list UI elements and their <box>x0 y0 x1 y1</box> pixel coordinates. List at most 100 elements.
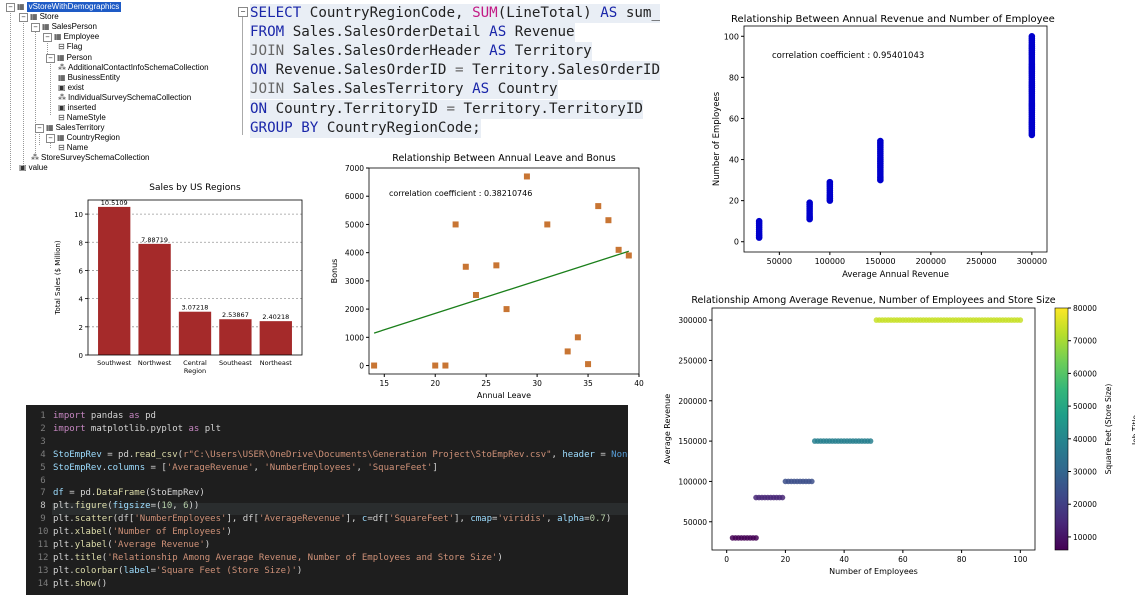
code-token: ( <box>107 501 113 512</box>
code-token: 'viridis' <box>497 514 547 525</box>
code-token: cmap <box>470 514 493 525</box>
table-node-icon: ▦ <box>42 22 50 31</box>
tree-node[interactable]: − ▦ Store <box>19 12 59 22</box>
bar <box>138 243 171 355</box>
x-tick-label: 100000 <box>815 257 846 266</box>
data-point <box>1017 317 1024 323</box>
tree-connector <box>10 10 11 170</box>
revenue-employees-size-scatter-chart: Relationship Among Average Revenue, Numb… <box>663 295 1135 576</box>
code-token: r"C:\Users\USER\OneDrive\Documents\Gener… <box>183 449 552 460</box>
expand-toggle-icon[interactable]: − <box>31 22 40 32</box>
code-token: xlabel <box>74 527 108 538</box>
x-tick-label: 300000 <box>1017 257 1048 266</box>
code-token: 'Relationship Among Average Revenue, Num… <box>107 552 498 563</box>
code-token: , <box>172 501 184 512</box>
sql-token: sum_rev <box>625 5 660 21</box>
line-number: 7 <box>40 488 46 499</box>
sql-line: GROUP BY CountryRegionCode; <box>250 118 481 138</box>
correlation-annotation: correlation coefficient : 0.95401043 <box>772 51 924 61</box>
colorbar-tick-label: 40000 <box>1073 435 1097 444</box>
tree-node[interactable]: ▣ exist <box>58 83 84 93</box>
tree-node[interactable]: − ▦ CountryRegion <box>46 133 120 143</box>
code-line: import matplotlib.pyplot as plt <box>53 424 221 434</box>
sql-line: JOIN Sales.SalesOrderHeader AS Territory <box>250 42 592 62</box>
code-token: ], <box>454 514 471 525</box>
table-node-icon: ▦ <box>46 123 54 132</box>
collapse-toggle[interactable]: − <box>238 7 248 17</box>
tree-node-label: Store <box>39 12 59 21</box>
x-tick-label: 60 <box>898 555 908 564</box>
chart-title: Sales by US Regions <box>149 183 241 193</box>
sql-token: GROUP BY <box>250 119 319 136</box>
tree-node[interactable]: − ▦ vStoreWithDemographics <box>6 2 122 12</box>
python-code-editor[interactable]: 1 import pandas as pd 2 import matplotlib.p… <box>26 405 628 595</box>
sql-token: Territory.SalesOrderID <box>463 62 660 79</box>
tree-node-label: exist <box>67 83 85 92</box>
line-number: 5 <box>40 462 46 473</box>
code-line: plt.show() <box>53 579 107 589</box>
line-number: 10 <box>37 527 49 538</box>
code-token: import <box>53 411 86 421</box>
code-token: = pd. <box>101 449 135 460</box>
expand-toggle-icon[interactable]: − <box>6 2 15 12</box>
expand-toggle-icon[interactable]: − <box>19 12 28 22</box>
code-token: ( <box>101 552 108 563</box>
code-token: )) <box>188 501 200 512</box>
schema-node-icon: ⁂ <box>58 63 66 72</box>
tree-node-label: CountryRegion <box>66 133 120 142</box>
code-token: matplotlib.pyplot <box>85 423 189 434</box>
expand-toggle-icon[interactable]: − <box>35 123 44 133</box>
y-tick-label: 0 <box>79 352 83 360</box>
expand-toggle-icon[interactable]: − <box>46 133 55 143</box>
tree-node[interactable]: ▦ BusinessEntity <box>58 73 120 83</box>
x-axis-label: Annual Leave <box>477 391 531 400</box>
line-number: 13 <box>37 565 49 576</box>
tree-node[interactable]: − ▦ Person <box>46 53 92 63</box>
func-node-icon: ▣ <box>19 163 27 172</box>
table-node-icon: ▦ <box>57 133 65 142</box>
tree-node[interactable]: − ▦ Employee <box>43 32 99 42</box>
tree-node[interactable]: ▣ inserted <box>58 103 96 113</box>
tree-node[interactable]: ⁂ StoreSurveySchemaCollection <box>31 153 150 163</box>
line-number: 8 <box>40 501 46 512</box>
tree-node[interactable]: ⊟ Flag <box>58 42 82 52</box>
x-tick-label: Southeast <box>219 359 252 367</box>
expand-toggle-icon[interactable]: − <box>43 32 52 42</box>
tree-node[interactable]: − ▦ SalesTerritory <box>35 123 104 133</box>
y-tick-label: 100 <box>724 32 739 41</box>
code-line: StoEmpRev = pd.read_csv(r"C:\Users\USER\… <box>53 450 628 460</box>
tree-node-label: Person <box>66 53 92 62</box>
colorbar-tick-label: 70000 <box>1073 337 1097 346</box>
attr-node-icon: ⊟ <box>58 42 65 51</box>
tree-node[interactable]: ⁂ AdditionalContactInfoSchemaCollection <box>58 63 209 73</box>
tree-node[interactable]: − ▦ SalesPerson <box>31 22 97 32</box>
x-tick-label: 25 <box>481 379 491 388</box>
sql-token: Territory <box>506 43 592 60</box>
tree-node[interactable]: ⊟ Name <box>58 143 88 153</box>
data-point <box>503 306 510 313</box>
y-tick-label: 2 <box>79 324 83 332</box>
bar-value-label: 2.40218 <box>262 313 289 321</box>
code-token: plt. <box>53 552 75 563</box>
tree-node[interactable]: ▣ value <box>19 163 48 173</box>
code-token: plt. <box>53 527 75 538</box>
code-token: , <box>551 449 563 460</box>
table-node-icon: ▦ <box>30 12 38 21</box>
code-token: title <box>74 552 102 563</box>
xml-schema-tree: − ▦ vStoreWithDemographics − ▦ Store − ▦ SalesPe… <box>0 0 232 178</box>
code-token: ( <box>118 565 124 576</box>
table-node-icon: ▦ <box>58 73 66 82</box>
sales-by-region-bar-chart: Sales by US Regions 0 2 4 6 8 10 10.5109 Southwe… <box>54 183 303 375</box>
plot-frame <box>743 25 1048 253</box>
sql-token: Revenue.SalesOrderID <box>267 62 456 79</box>
y-tick-label: 10 <box>74 211 83 219</box>
tree-node[interactable]: ⁂ IndividualSurveySchemaCollection <box>58 93 191 103</box>
code-token: 0.7 <box>589 514 606 525</box>
x-tick-label: 100 <box>1013 555 1028 564</box>
chart-title: Relationship Between Annual Leave and Bo… <box>392 153 616 164</box>
bar-value-label: 3.07218 <box>182 304 209 312</box>
tree-node[interactable]: ⊟ NameStyle <box>58 113 106 123</box>
expand-toggle-icon[interactable]: − <box>46 53 55 63</box>
sql-token: Country <box>489 81 558 98</box>
code-token: pandas <box>85 411 129 421</box>
